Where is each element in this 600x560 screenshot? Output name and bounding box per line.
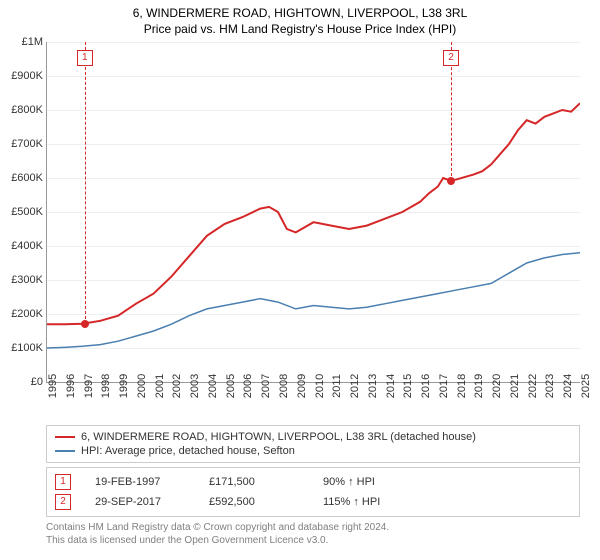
y-axis-label: £500K <box>11 206 47 218</box>
y-axis-label: £1M <box>22 36 47 48</box>
sale-marker: 1 <box>55 474 71 490</box>
page-subtitle: Price paid vs. HM Land Registry's House … <box>0 22 600 36</box>
y-axis-label: £600K <box>11 172 47 184</box>
legend-label: 6, WINDERMERE ROAD, HIGHTOWN, LIVERPOOL,… <box>81 431 476 443</box>
sale-pct: 90% ↑ HPI <box>323 476 413 488</box>
sale-pct: 115% ↑ HPI <box>323 496 413 508</box>
sale-date: 29-SEP-2017 <box>95 496 185 508</box>
sale-row: 1 19-FEB-1997 £171,500 90% ↑ HPI <box>55 472 571 492</box>
y-axis-label: £700K <box>11 138 47 150</box>
legend-label: HPI: Average price, detached house, Seft… <box>81 445 295 457</box>
marker-dot-2 <box>447 177 455 185</box>
footer-line-2: This data is licensed under the Open Gov… <box>46 534 580 547</box>
sale-row: 2 29-SEP-2017 £592,500 115% ↑ HPI <box>55 492 571 512</box>
marker-label-1: 1 <box>77 50 93 66</box>
legend-item: HPI: Average price, detached house, Seft… <box>55 444 571 458</box>
y-axis-label: £100K <box>11 342 47 354</box>
sale-date: 19-FEB-1997 <box>95 476 185 488</box>
y-axis-label: £400K <box>11 240 47 252</box>
legend: 6, WINDERMERE ROAD, HIGHTOWN, LIVERPOOL,… <box>46 425 580 463</box>
page-title: 6, WINDERMERE ROAD, HIGHTOWN, LIVERPOOL,… <box>0 6 600 20</box>
sales-table: 1 19-FEB-1997 £171,500 90% ↑ HPI 2 29-SEP-201… <box>46 467 580 517</box>
chart: £0£100K£200K£300K£400K£500K£600K£700K£80… <box>46 42 580 383</box>
sale-marker: 2 <box>55 494 71 510</box>
y-axis-label: £800K <box>11 104 47 116</box>
marker-dot-1 <box>81 320 89 328</box>
series-price_paid <box>47 103 580 324</box>
legend-swatch <box>55 450 75 452</box>
legend-swatch <box>55 436 75 438</box>
y-axis-label: £300K <box>11 274 47 286</box>
legend-item: 6, WINDERMERE ROAD, HIGHTOWN, LIVERPOOL,… <box>55 430 571 444</box>
sale-price: £592,500 <box>209 496 299 508</box>
y-axis-label: £200K <box>11 308 47 320</box>
footer-line-1: Contains HM Land Registry data © Crown c… <box>46 521 580 534</box>
y-axis-label: £0 <box>31 376 47 388</box>
x-axis-label: 2025 <box>580 374 592 398</box>
marker-label-2: 2 <box>443 50 459 66</box>
footer: Contains HM Land Registry data © Crown c… <box>46 521 580 547</box>
y-axis-label: £900K <box>11 70 47 82</box>
sale-price: £171,500 <box>209 476 299 488</box>
series-hpi <box>47 253 580 348</box>
